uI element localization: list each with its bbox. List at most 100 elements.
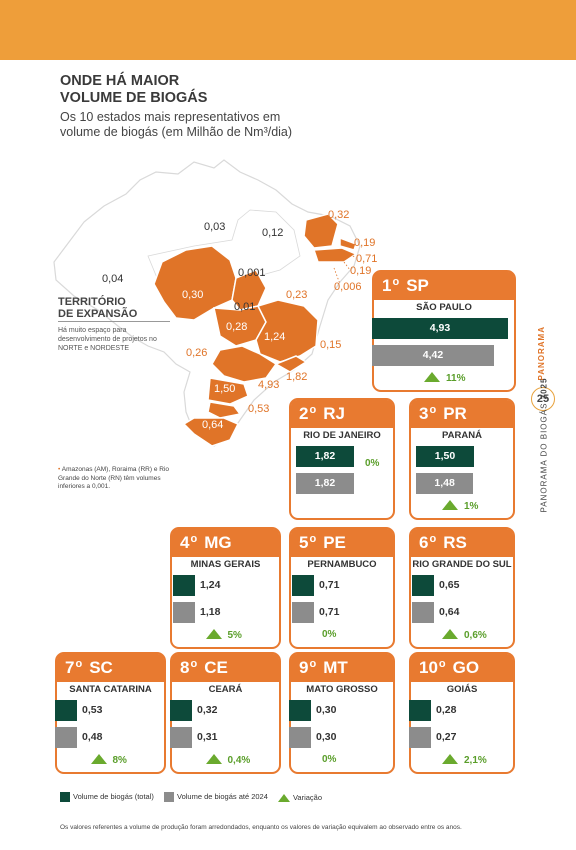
state-card-pr: 3o PR PARANÁ 1,50 1,48 1% [409, 398, 515, 520]
side-caption-text: PANORAMA DO BIOGÁS 2025 [540, 378, 549, 513]
state-card-sp: 1o SP SÃO PAULO 4,93 4,42 11% [372, 270, 516, 392]
card-header: 2o RJ [291, 400, 393, 428]
state-code: RJ [323, 404, 345, 423]
state-rj [274, 355, 308, 373]
bar-previous: 0,31 [170, 727, 217, 748]
territory-title: TERRITÓRIO DE EXPANSÃO [58, 296, 168, 320]
state-card-mg: 4o MG MINAS GERAIS 1,24 1,18 5% [170, 527, 281, 649]
variation: 0% [322, 754, 336, 765]
bar-previous-label: 0,64 [439, 606, 460, 618]
state-ce [303, 213, 339, 249]
card-rank: 4o MG [180, 533, 232, 553]
territory-title-line-1: TERRITÓRIO [58, 296, 126, 308]
card-header: 4o MG [172, 529, 279, 557]
map-note: • Amazonas (AM), Roraima (RR) e Rio Gran… [58, 466, 188, 492]
triangle-up-icon [442, 500, 458, 510]
map-label-ma: 0,001 [238, 267, 266, 279]
variation: 2,1% [442, 754, 487, 766]
variation: 8% [90, 754, 127, 766]
side-caption: PANORAMA DO BIOGÁS 2025 [536, 320, 552, 570]
variation-value: 5% [227, 630, 242, 641]
variation-value: 0,6% [464, 630, 487, 641]
variation: 0% [322, 629, 336, 640]
state-card-mt: 9o MT MATO GROSSO 0,30 0,30 0% [289, 652, 395, 774]
triangle-up-icon [205, 754, 222, 764]
bar-previous-label: 0,48 [82, 731, 103, 743]
map-label-to: 0,01 [234, 301, 255, 313]
bar-previous: 1,48 [416, 473, 474, 494]
card-rank: 7o SC [65, 658, 113, 678]
bar-total-label: 0,32 [197, 704, 218, 716]
variation-value: 0% [322, 754, 337, 765]
bar-total-label: 1,24 [200, 579, 221, 591]
rank-number: 2 [299, 404, 309, 423]
note-text: Amazonas (AM), Roraima (RR) e Rio Grande… [58, 466, 170, 490]
map-label-al: 0,19 [350, 265, 371, 277]
map-label-pa: 0,12 [262, 227, 283, 239]
card-header: 3o PR [411, 400, 513, 428]
variation: 0,4% [205, 754, 250, 766]
state-card-pe: 5o PE PERNAMBUCO 0,71 0,71 0% [289, 527, 395, 649]
map-label-ce: 0,32 [328, 209, 349, 221]
bar-total-label: 0,53 [82, 704, 103, 716]
map-label-ap: 0,03 [204, 221, 225, 233]
state-mg [255, 299, 319, 363]
card-rank: 9o MT [299, 658, 348, 678]
rank-number: 1 [382, 276, 392, 295]
rank-ordinal: o [309, 533, 317, 545]
side-publication: PANORAMA DO BIOGÁS [539, 402, 549, 513]
bar-previous-label: 4,42 [422, 349, 444, 361]
rank-number: 7 [65, 658, 75, 677]
state-mt [153, 245, 237, 321]
map-label-pb: 0,19 [354, 237, 375, 249]
rank-number: 6 [419, 533, 429, 552]
triangle-up-icon [442, 629, 458, 639]
rank-number: 5 [299, 533, 309, 552]
bar-total-label: 0,71 [319, 579, 340, 591]
state-name: PARANÁ [442, 430, 482, 441]
rank-number: 8 [180, 658, 190, 677]
state-name: MATO GROSSO [306, 684, 378, 695]
state-name: SANTA CATARINA [69, 684, 152, 695]
bar-total-label: 0,30 [316, 704, 337, 716]
bar-previous-label: 1,18 [200, 606, 221, 618]
bar-total: 0,71 [292, 575, 339, 596]
bar-previous: 0,27 [409, 727, 456, 748]
state-code: SC [89, 658, 113, 677]
variation: 11% [424, 372, 465, 384]
bar-previous: 0,30 [289, 727, 336, 748]
state-code: MG [204, 533, 232, 552]
card-header: 10o GO [411, 654, 513, 682]
map-label-es: 0,15 [320, 339, 341, 351]
map-label-ba: 0,23 [286, 289, 307, 301]
map-label-sc: 0,53 [248, 403, 269, 415]
card-rank: 5o PE [299, 533, 346, 553]
bar-total: 0,32 [170, 700, 217, 721]
bar-previous: 1,82 [296, 473, 354, 494]
bar-previous-label: 1,82 [314, 477, 336, 489]
legend-variation: Variação [277, 793, 322, 802]
bar-total: 0,28 [409, 700, 456, 721]
card-header: 9o MT [291, 654, 393, 682]
bar-previous-label: 0,71 [319, 606, 340, 618]
bar-total: 0,65 [412, 575, 459, 596]
legend-total-swatch [60, 792, 70, 803]
rank-number: 10 [419, 658, 438, 677]
rank-ordinal: o [429, 533, 437, 545]
rank-ordinal: o [75, 658, 83, 670]
variation: 1% [442, 500, 478, 512]
brazil-map: 0,04 0,03 0,12 0,001 0,32 0,19 0,71 0,19… [53, 159, 377, 447]
state-card-rj: 2o RJ RIO DE JANEIRO 1,82 1,82 0% [289, 398, 395, 520]
rank-ordinal: o [309, 404, 317, 416]
highlighted-states [153, 213, 358, 447]
rank-ordinal: o [392, 276, 400, 288]
territory-text: Há muito espaço para desenvolvimento de … [58, 327, 157, 352]
state-code: MT [323, 658, 348, 677]
state-code: PR [443, 404, 467, 423]
bar-previous-label: 0,31 [197, 731, 218, 743]
card-header: 8o CE [172, 654, 279, 682]
state-sp [211, 345, 278, 383]
map-label-sp: 4,93 [258, 379, 279, 391]
state-pb-al [339, 236, 357, 251]
bar-total: 0,30 [289, 700, 336, 721]
